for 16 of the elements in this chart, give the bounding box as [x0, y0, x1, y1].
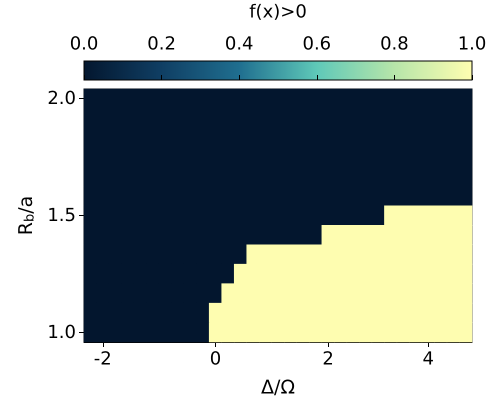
- x-tick-label: 4: [422, 348, 434, 370]
- y-tick-label: 1.5: [47, 205, 76, 226]
- color-bar-label: 0.8: [380, 34, 409, 54]
- color-bar-label: 1.0: [458, 34, 486, 54]
- color-bar-label: 0.0: [70, 34, 98, 54]
- y-tick-label: 1.0: [47, 322, 76, 343]
- x-tick-label: -2: [94, 348, 112, 370]
- x-tick-label: 2: [322, 348, 334, 370]
- x-axis-title: Δ/Ω: [261, 376, 295, 398]
- y-tick-label: 2.0: [47, 88, 76, 110]
- color-bar-label: 0.4: [224, 34, 254, 54]
- color-bar-label: 0.6: [302, 34, 332, 54]
- color-bar-label: 0.2: [147, 34, 176, 54]
- y-axis-title: Rb/a: [14, 196, 38, 236]
- color-bar-title: f(x)>0: [249, 2, 307, 22]
- x-tick-label: 0: [210, 348, 222, 370]
